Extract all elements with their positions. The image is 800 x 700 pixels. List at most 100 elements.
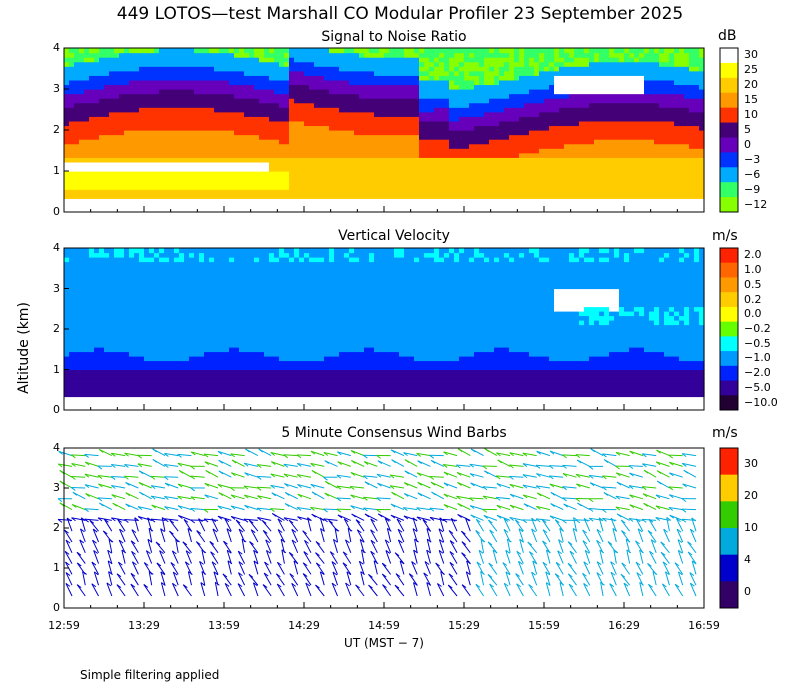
snr-cell [434, 189, 440, 195]
snr-cell [654, 134, 660, 140]
snr-cell [79, 61, 85, 67]
snr-cell [269, 84, 275, 90]
snr-cell [694, 161, 700, 168]
snr-cell [109, 207, 115, 213]
snr-cell [279, 57, 285, 63]
snr-cell [164, 207, 170, 213]
vv-cell [109, 270, 115, 276]
snr-cell [199, 84, 205, 90]
vv-cell [99, 302, 105, 308]
snr-cell [84, 116, 90, 122]
snr-cell [514, 175, 520, 181]
snr-cell [449, 89, 455, 95]
snr-cell [239, 161, 245, 168]
snr-cell [194, 57, 200, 63]
vv-cell [104, 405, 110, 411]
vv-cell [74, 306, 80, 312]
snr-cell [324, 89, 330, 95]
snr-cell [544, 79, 550, 86]
vv-cell [69, 365, 75, 371]
snr-cell [84, 152, 90, 158]
snr-cell [309, 143, 315, 149]
snr-cell [244, 61, 250, 67]
vv-cell [94, 396, 100, 402]
vv-cell [74, 288, 80, 294]
vv-cell [79, 297, 85, 303]
snr-cell [544, 111, 550, 117]
snr-cell [349, 134, 355, 140]
snr-cell [384, 111, 390, 117]
vv-cell [84, 252, 90, 258]
snr-cell [459, 111, 465, 117]
snr-cell [614, 79, 620, 86]
snr-cell [554, 134, 560, 140]
snr-cell [374, 125, 380, 131]
vv-cell [104, 288, 110, 294]
snr-cell [664, 189, 670, 195]
footnote: Simple filtering applied [80, 668, 220, 682]
snr-cell [159, 134, 165, 140]
vv-cell [64, 338, 70, 344]
snr-cell [239, 107, 245, 113]
snr-cell [334, 189, 340, 195]
vv-cell [109, 392, 115, 398]
snr-cell [464, 98, 470, 104]
snr-cell [114, 157, 120, 163]
snr-cell [659, 93, 665, 99]
snr-cell [599, 70, 605, 76]
snr-cell [564, 125, 570, 131]
snr-cell [634, 134, 640, 140]
vv-cell [94, 356, 100, 362]
snr-cell [454, 152, 460, 158]
snr-cell [259, 198, 265, 204]
snr-cell [624, 125, 630, 131]
snr-cell [589, 171, 595, 177]
snr-cell [194, 98, 200, 104]
snr-cell [104, 102, 110, 108]
snr-cell [414, 120, 420, 127]
snr-cell [499, 198, 505, 204]
snr-cell [274, 198, 280, 204]
snr-cell [149, 125, 155, 131]
snr-cell [84, 52, 90, 58]
snr-cell [304, 107, 310, 113]
snr-cell [479, 66, 485, 72]
snr-cell [314, 84, 320, 90]
snr-cell [189, 111, 195, 117]
snr-cell [694, 75, 700, 81]
vv-cell [109, 383, 115, 389]
snr-cell [84, 57, 90, 63]
snr-cell [624, 66, 630, 72]
snr-cell [569, 202, 575, 209]
snr-cell [254, 202, 260, 209]
vv-cell [94, 279, 100, 285]
snr-cell [89, 143, 95, 149]
vv-cell [74, 284, 80, 290]
snr-cell [274, 202, 280, 209]
vv-cell [104, 365, 110, 371]
snr-cell [479, 75, 485, 81]
snr-cell [204, 48, 210, 54]
snr-cell [209, 175, 215, 181]
snr-cell [384, 48, 390, 54]
snr-cell [224, 79, 230, 86]
snr-cell [324, 111, 330, 117]
snr-cell [194, 148, 200, 154]
snr-cell [224, 89, 230, 95]
snr-cell [304, 116, 310, 122]
snr-cell [404, 61, 410, 67]
vv-cell [84, 360, 90, 366]
snr-cell [284, 193, 290, 199]
snr-cell [199, 75, 205, 81]
snr-cell [294, 166, 300, 172]
snr-cell [619, 152, 625, 158]
snr-cell [219, 116, 225, 122]
vv-cell [84, 324, 90, 330]
snr-cell [234, 152, 240, 158]
snr-cell [84, 148, 90, 154]
snr-cell [494, 193, 500, 199]
vv-cell [84, 288, 90, 294]
snr-cell [584, 93, 590, 99]
snr-cell [554, 148, 560, 154]
snr-cell [359, 98, 365, 104]
